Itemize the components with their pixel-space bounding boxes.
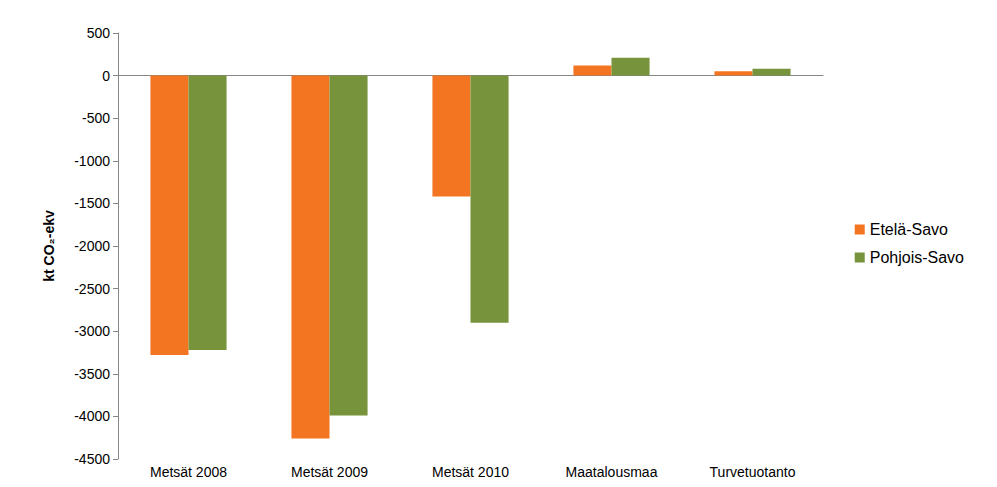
svg-text:0: 0: [102, 68, 110, 84]
svg-text:-500: -500: [82, 110, 110, 126]
svg-text:-1500: -1500: [74, 195, 110, 211]
svg-text:Etelä-Savo: Etelä-Savo: [870, 221, 948, 238]
svg-text:-2000: -2000: [74, 238, 110, 254]
svg-text:Maatalousmaa: Maatalousmaa: [566, 464, 658, 480]
svg-text:-2500: -2500: [74, 281, 110, 297]
svg-text:500: 500: [87, 25, 111, 41]
svg-text:Metsät 2009: Metsät 2009: [291, 464, 368, 480]
svg-text:kt CO₂-ekv: kt CO₂-ekv: [41, 210, 57, 282]
svg-text:-3000: -3000: [74, 323, 110, 339]
svg-text:-4500: -4500: [74, 451, 110, 467]
svg-text:Pohjois-Savo: Pohjois-Savo: [870, 249, 964, 266]
svg-text:Metsät 2010: Metsät 2010: [432, 464, 509, 480]
svg-text:Metsät 2008: Metsät 2008: [150, 464, 227, 480]
svg-text:-4000: -4000: [74, 408, 110, 424]
svg-text:-3500: -3500: [74, 366, 110, 382]
svg-text:-1000: -1000: [74, 153, 110, 169]
svg-text:Turvetuotanto: Turvetuotanto: [710, 464, 796, 480]
